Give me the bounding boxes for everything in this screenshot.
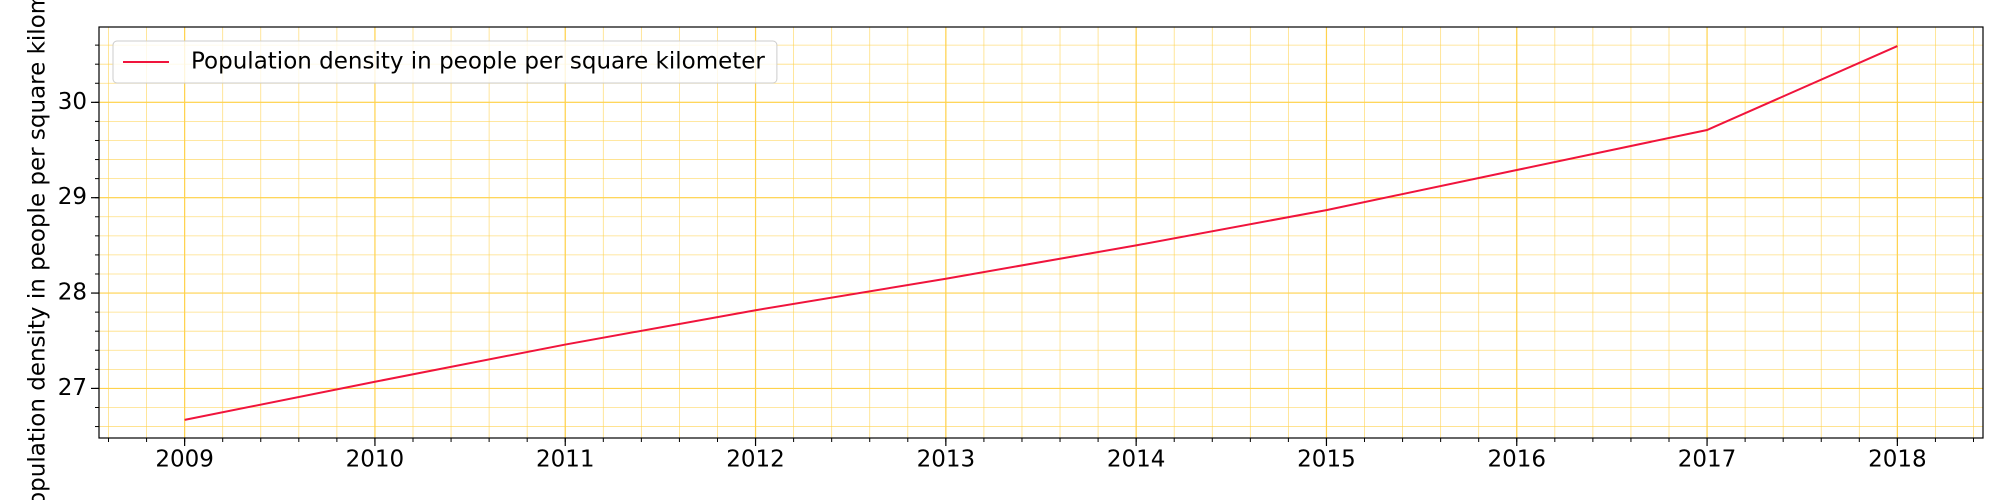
plot-frame — [98, 26, 1984, 439]
x-tick-label: 2014 — [1107, 447, 1166, 473]
x-tick-label: 2013 — [917, 447, 976, 473]
y-tick-label: 27 — [58, 375, 87, 401]
x-tick-label: 2010 — [346, 447, 405, 473]
y-tick-label: 29 — [58, 184, 87, 210]
x-tick-label: 2016 — [1487, 447, 1546, 473]
x-tick-label: 2012 — [726, 447, 785, 473]
y-tick-label: 28 — [58, 280, 87, 306]
x-tick-label: 2018 — [1868, 447, 1927, 473]
legend-label: Population density in people per square … — [191, 49, 765, 75]
x-tick-label: 2009 — [155, 447, 214, 473]
x-tick-label: 2017 — [1678, 447, 1737, 473]
line — [184, 45, 1898, 421]
x-tick-label: 2011 — [536, 447, 595, 473]
x-tick-label: 2015 — [1297, 447, 1356, 473]
y-tick-label: 30 — [58, 89, 87, 115]
legend-box — [112, 40, 778, 84]
y-axis-label: Population density in people per square … — [25, 0, 51, 500]
